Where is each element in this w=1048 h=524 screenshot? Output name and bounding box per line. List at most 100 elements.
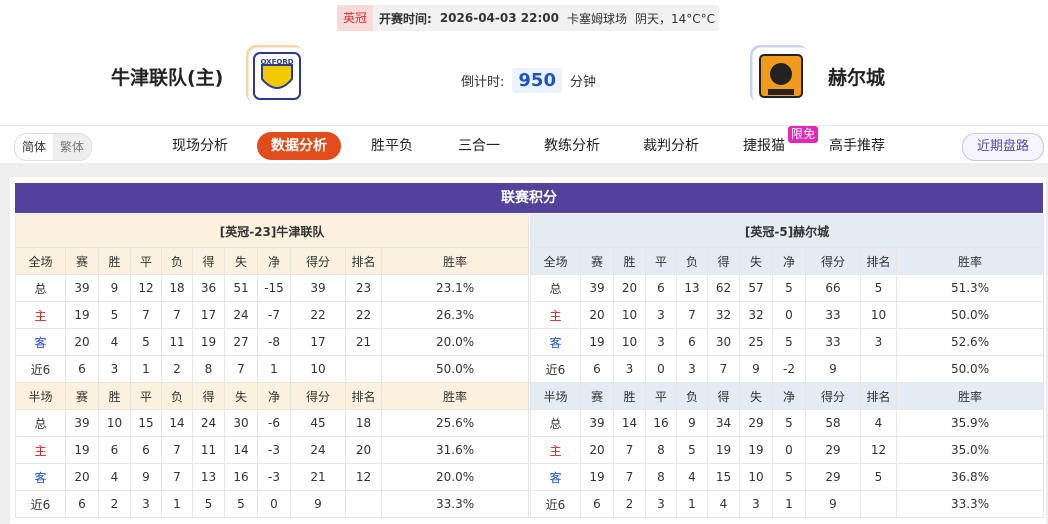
cell: 33 — [805, 328, 861, 356]
nav-tab[interactable]: 捷报猫 — [743, 138, 785, 154]
cell: 2 — [98, 490, 131, 518]
cell: 5 — [860, 463, 897, 491]
nav-tab[interactable]: 教练分析 — [544, 138, 600, 154]
cell: -8 — [257, 328, 291, 356]
cell: 23 — [345, 274, 382, 302]
cell: 8 — [192, 355, 225, 383]
lang-option[interactable]: 繁体 — [53, 134, 92, 160]
nav-tab[interactable]: 高手推荐 — [829, 138, 885, 154]
recent-odds-button[interactable]: 近期盘路 — [962, 133, 1044, 161]
cell: 6 — [645, 274, 677, 302]
venue: 卡塞姆球场 — [566, 11, 627, 26]
team-title: [英冠-5]赫尔城 — [529, 214, 1045, 248]
data-row: 近6 6 3 1 2 8 7 1 10 50.0% — [15, 355, 530, 383]
cell: 30 — [224, 409, 258, 437]
data-row: 客 19 7 8 4 15 10 5 29 5 36.8% — [530, 463, 1045, 491]
cell: 19 — [65, 436, 99, 464]
cell: 39 — [65, 274, 99, 302]
data-row: 主 20 7 8 5 19 19 0 29 12 35.0% — [530, 436, 1045, 464]
cell: 23.1% — [380, 274, 530, 302]
cell: 7 — [224, 355, 258, 383]
row-label: 近6 — [15, 490, 66, 518]
cell: 29 — [739, 409, 773, 437]
column-header: 得分 — [290, 247, 346, 275]
cell: 14 — [161, 409, 193, 437]
cell: 6 — [580, 490, 614, 518]
cell: 15 — [130, 409, 162, 437]
cell: 19 — [192, 328, 225, 356]
cell: 9 — [739, 355, 773, 383]
nav-tab[interactable]: 数据分析 — [257, 132, 341, 160]
match-info: 英冠 开赛时间: 2026-04-03 22:00 卡塞姆球场 阴天，14°C°… — [337, 5, 719, 31]
cell: 29 — [805, 436, 861, 464]
cell: 39 — [580, 274, 614, 302]
data-row: 主 20 10 3 7 32 32 0 33 10 50.0% — [530, 301, 1045, 329]
block-label: 半场 — [530, 382, 581, 410]
cell: 52.6% — [895, 328, 1045, 356]
nav-tab[interactable]: 三合一 — [458, 138, 500, 154]
away-team[interactable]: 赫尔城 — [828, 67, 886, 89]
cell: 39 — [65, 409, 99, 437]
title-row: [英冠-5]赫尔城 — [529, 214, 1045, 248]
cell: 21 — [290, 463, 346, 491]
nav-tab[interactable]: 现场分析 — [172, 138, 228, 154]
lang-option[interactable]: 简体 — [22, 140, 47, 154]
cell: 1 — [772, 490, 806, 518]
cell: 5 — [98, 301, 131, 329]
cell: 1 — [161, 490, 193, 518]
countdown-label: 倒计时: — [461, 75, 505, 90]
cell: -3 — [257, 463, 291, 491]
cell: 36.8% — [895, 463, 1045, 491]
standings-table: [英冠-5]赫尔城 全场赛胜平负得失净得分 排名 胜率总 39 20 6 13 62 57 5 66 5… — [529, 214, 1045, 518]
column-header: 平 — [130, 382, 162, 410]
row-label: 总 — [15, 274, 66, 302]
cell: 20 — [345, 436, 382, 464]
column-header: 胜率 — [380, 382, 530, 410]
cell: 13 — [192, 463, 225, 491]
data-row: 客 20 4 5 11 19 27 -8 17 21 20.0% — [15, 328, 530, 356]
svg-text:OXFORD: OXFORD — [260, 58, 293, 66]
home-logo: OXFORD — [246, 45, 304, 103]
league[interactable]: 英冠 — [337, 5, 374, 31]
column-header: 负 — [161, 247, 193, 275]
cell: 50.0% — [380, 355, 530, 383]
cell: 19 — [580, 328, 614, 356]
cell: 10 — [98, 409, 131, 437]
cell: 6 — [65, 490, 99, 518]
team-title: [英冠-23]牛津联队 — [14, 214, 530, 248]
row-label: 近6 — [530, 490, 581, 518]
cell: 3 — [645, 490, 677, 518]
column-header: 失 — [224, 247, 258, 275]
cell: 58 — [805, 409, 861, 437]
nav-tab[interactable]: 裁判分析 — [643, 138, 699, 154]
cell: 6 — [130, 436, 162, 464]
cell: 5 — [772, 463, 806, 491]
cell: 1 — [130, 355, 162, 383]
cell: 34 — [707, 409, 740, 437]
header-row: 全场赛胜平负得失净得分 排名 胜率 — [15, 247, 530, 275]
data-row: 总 39 20 6 13 62 57 5 66 5 51.3% — [530, 274, 1045, 302]
cell: 2 — [161, 355, 193, 383]
cell: 39 — [290, 274, 346, 302]
cell: 22 — [345, 301, 382, 329]
cell: 9 — [676, 409, 708, 437]
nav-tab[interactable]: 胜平负 — [371, 138, 413, 154]
row-label: 客 — [530, 328, 581, 356]
cell: 5 — [130, 328, 162, 356]
cell: 6 — [676, 328, 708, 356]
cell: 3 — [645, 301, 677, 329]
cell: 33.3% — [895, 490, 1045, 518]
home-team[interactable]: 牛津联队(主) — [111, 67, 224, 89]
row-label: 总 — [15, 409, 66, 437]
cell: 12 — [345, 463, 382, 491]
column-header: 胜 — [613, 382, 646, 410]
cell: 7 — [161, 301, 193, 329]
cell: 9 — [290, 490, 346, 518]
cell: 4 — [98, 463, 131, 491]
cell: 50.0% — [895, 355, 1045, 383]
cell: 62 — [707, 274, 740, 302]
cell: 7 — [161, 436, 193, 464]
cell: 29 — [805, 463, 861, 491]
cell: 12 — [130, 274, 162, 302]
data-row: 近6 6 3 0 3 7 9 -2 9 50.0% — [530, 355, 1045, 383]
